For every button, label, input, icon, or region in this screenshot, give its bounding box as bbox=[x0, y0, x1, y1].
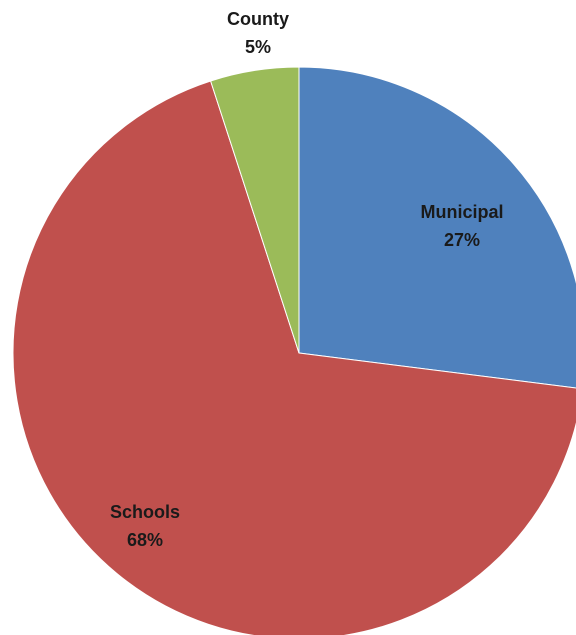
slice-label-municipal: Municipal bbox=[420, 202, 503, 222]
slice-value-county: 5% bbox=[245, 37, 271, 57]
pie-slice-municipal bbox=[298, 66, 576, 389]
pie-slice-county bbox=[209, 66, 300, 354]
slice-label-schools: Schools bbox=[110, 502, 180, 522]
slice-label-county: County bbox=[227, 9, 289, 29]
pie-slices bbox=[12, 66, 576, 635]
pie-labels: Municipal 27% Schools 68% County 5% bbox=[110, 9, 504, 550]
pie-slice-schools bbox=[12, 80, 576, 635]
slice-value-municipal: 27% bbox=[444, 230, 480, 250]
slice-value-schools: 68% bbox=[127, 530, 163, 550]
